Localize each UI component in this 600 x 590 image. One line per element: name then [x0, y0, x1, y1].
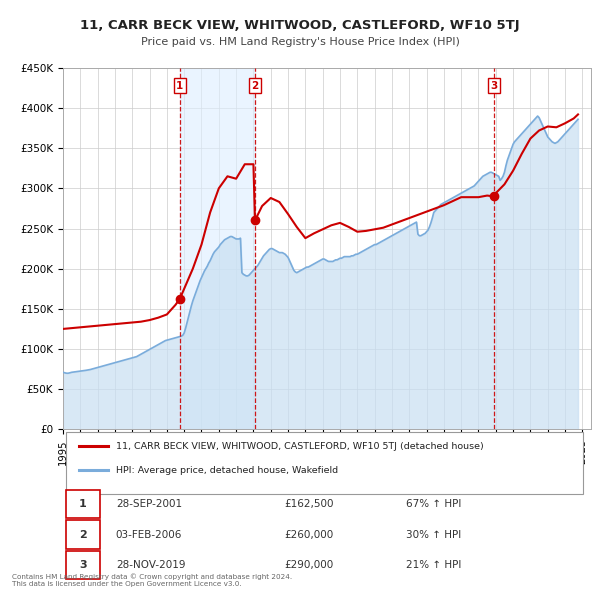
FancyBboxPatch shape — [65, 520, 100, 549]
Text: Price paid vs. HM Land Registry's House Price Index (HPI): Price paid vs. HM Land Registry's House … — [140, 37, 460, 47]
Text: 03-FEB-2006: 03-FEB-2006 — [116, 530, 182, 540]
Text: 2: 2 — [251, 80, 259, 90]
Text: 1: 1 — [79, 500, 86, 510]
FancyBboxPatch shape — [65, 551, 100, 579]
Text: 21% ↑ HPI: 21% ↑ HPI — [406, 560, 461, 570]
Point — [75, 442, 82, 450]
Text: 30% ↑ HPI: 30% ↑ HPI — [406, 530, 461, 540]
FancyBboxPatch shape — [65, 490, 100, 518]
Point — [104, 442, 112, 450]
Text: 28-NOV-2019: 28-NOV-2019 — [116, 560, 185, 570]
Point — [75, 467, 82, 474]
Text: 28-SEP-2001: 28-SEP-2001 — [116, 500, 182, 510]
Text: 11, CARR BECK VIEW, WHITWOOD, CASTLEFORD, WF10 5TJ (detached house): 11, CARR BECK VIEW, WHITWOOD, CASTLEFORD… — [116, 441, 484, 451]
Bar — [180, 68, 255, 430]
Text: 2: 2 — [79, 530, 86, 540]
Point — [104, 467, 112, 474]
FancyBboxPatch shape — [65, 432, 583, 494]
Text: HPI: Average price, detached house, Wakefield: HPI: Average price, detached house, Wake… — [116, 466, 338, 475]
Text: £290,000: £290,000 — [285, 560, 334, 570]
Text: £260,000: £260,000 — [285, 530, 334, 540]
Text: 1: 1 — [176, 80, 184, 90]
Text: £162,500: £162,500 — [285, 500, 334, 510]
Text: 3: 3 — [79, 560, 86, 570]
Text: 67% ↑ HPI: 67% ↑ HPI — [406, 500, 461, 510]
Text: 3: 3 — [491, 80, 498, 90]
Text: Contains HM Land Registry data © Crown copyright and database right 2024.
This d: Contains HM Land Registry data © Crown c… — [12, 573, 292, 587]
Text: 11, CARR BECK VIEW, WHITWOOD, CASTLEFORD, WF10 5TJ: 11, CARR BECK VIEW, WHITWOOD, CASTLEFORD… — [80, 19, 520, 32]
